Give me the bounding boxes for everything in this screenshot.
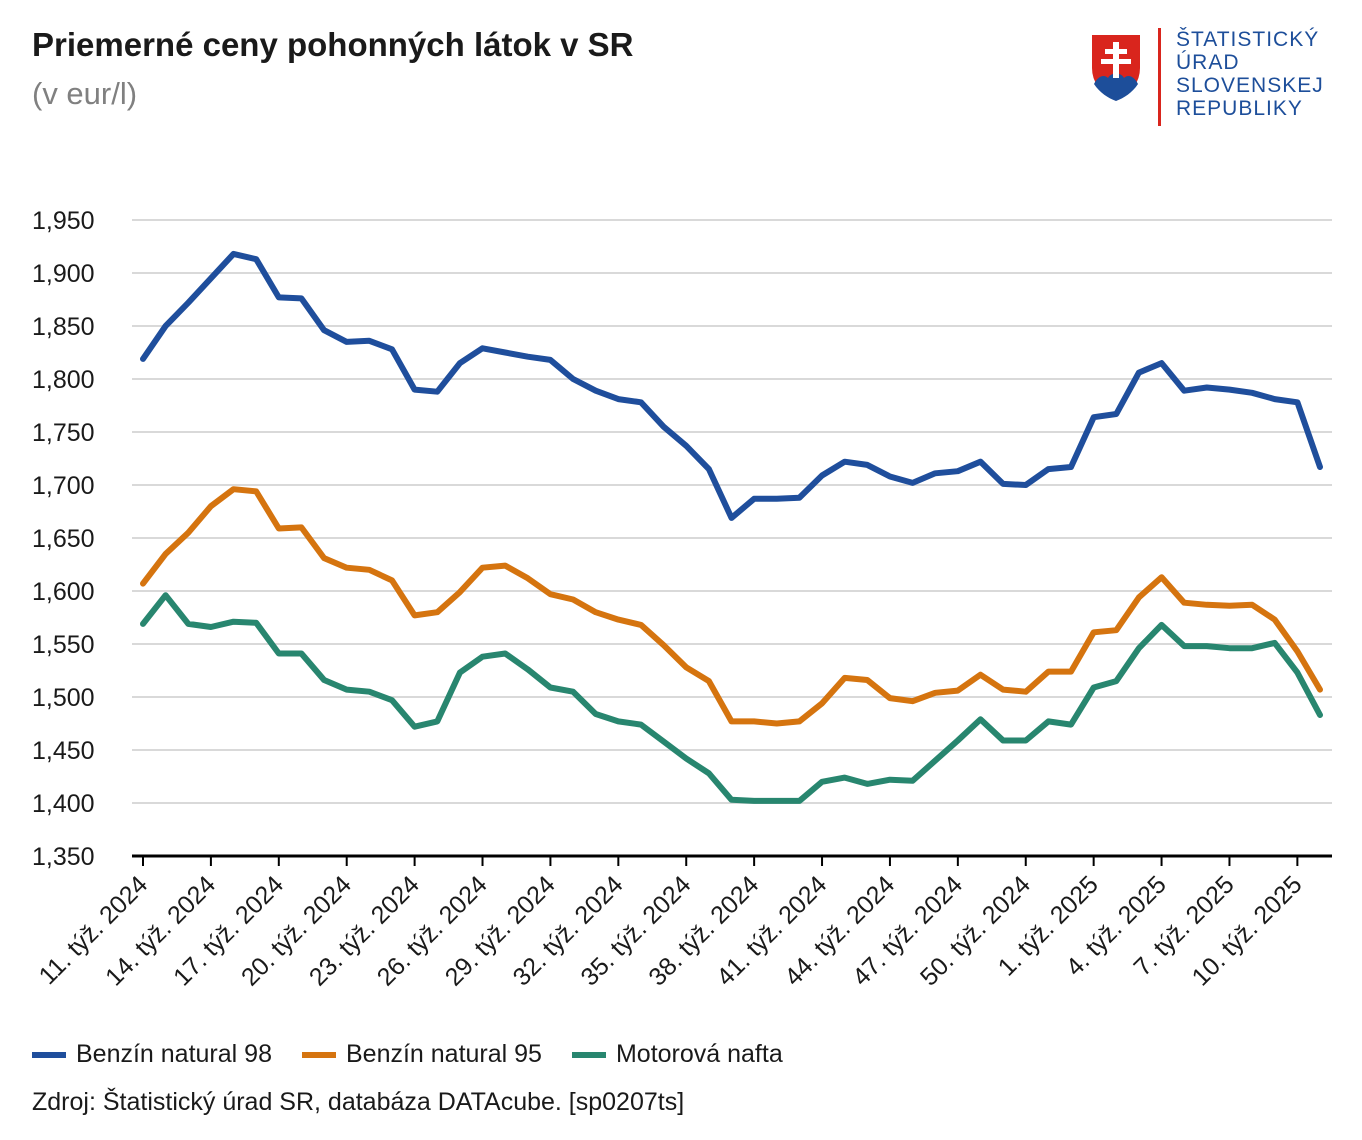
y-tick-label: 1,400 bbox=[32, 790, 95, 818]
logo-line: ŠTATISTICKÝ bbox=[1176, 28, 1320, 51]
statistical-office-logo: ŠTATISTICKÝ ÚRAD SLOVENSKEJ REPUBLIKY bbox=[1088, 28, 1338, 128]
y-tick-label: 1,650 bbox=[32, 525, 95, 553]
logo-divider bbox=[1158, 28, 1161, 126]
legend-item-benzin-98: Benzín natural 98 bbox=[32, 1040, 272, 1069]
y-tick-label: 1,350 bbox=[32, 843, 95, 871]
legend-item-benzin-95: Benzín natural 95 bbox=[301, 1040, 542, 1069]
series-line-1 bbox=[140, 250, 1323, 521]
y-tick-label: 1,750 bbox=[32, 419, 95, 447]
y-tick-label: 1,700 bbox=[32, 472, 95, 500]
logo-line: REPUBLIKY bbox=[1176, 97, 1303, 120]
logo-line: ÚRAD bbox=[1176, 51, 1240, 74]
series-line-3 bbox=[140, 592, 1323, 804]
legend-label: Benzín natural 95 bbox=[345, 1040, 542, 1068]
slovak-coat-of-arms-icon bbox=[1090, 33, 1142, 104]
legend-swatch bbox=[301, 1051, 336, 1058]
source-note: Zdroj: Štatistický úrad SR, databáza DAT… bbox=[32, 1088, 685, 1116]
y-tick-label: 1,950 bbox=[32, 207, 95, 235]
fuel-price-line-chart: 1,350 1,400 1,450 1,500 1,550 1,600 1,650 1,700… bbox=[32, 207, 1332, 991]
series-line-2 bbox=[140, 486, 1323, 727]
y-tick-label: 1,550 bbox=[32, 631, 95, 659]
legend-swatch bbox=[571, 1051, 606, 1058]
legend-label: Motorová nafta bbox=[615, 1040, 783, 1068]
legend-swatch bbox=[32, 1051, 66, 1058]
chart-title: Priemerné ceny pohonných látok v SR bbox=[32, 26, 634, 63]
y-tick-label: 1,900 bbox=[32, 260, 95, 288]
y-tick-label: 1,500 bbox=[32, 684, 95, 712]
chart-subtitle: (v eur/l) bbox=[32, 76, 138, 111]
chart-legend: Benzín natural 98 Benzín natural 95 Moto… bbox=[32, 1040, 783, 1069]
logo-text: ŠTATISTICKÝ ÚRAD SLOVENSKEJ REPUBLIKY bbox=[1176, 28, 1324, 120]
legend-item-nafta: Motorová nafta bbox=[571, 1040, 783, 1069]
y-tick-label: 1,600 bbox=[32, 578, 95, 606]
logo-line: SLOVENSKEJ bbox=[1176, 74, 1324, 97]
y-tick-label: 1,850 bbox=[32, 313, 95, 341]
legend-label: Benzín natural 98 bbox=[76, 1040, 272, 1068]
y-tick-label: 1,800 bbox=[32, 366, 95, 394]
y-tick-label: 1,450 bbox=[32, 737, 95, 765]
